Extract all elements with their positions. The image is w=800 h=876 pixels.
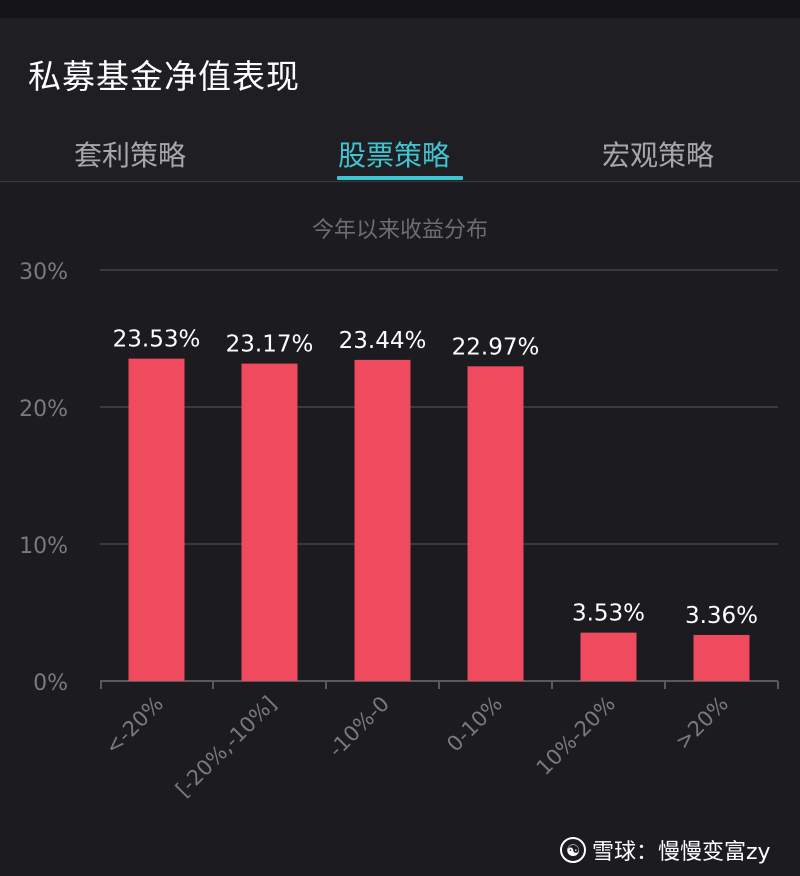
data-label: 23.53% (113, 327, 201, 353)
tab-bar: 套利策略 股票策略 宏观策略 (0, 128, 800, 184)
return-distribution-chart: 0% 10% 20% 30% 23.53% <-20% 23.17% [-20%,-10%] 2… (19, 260, 779, 802)
x-tick-label: >20% (671, 692, 733, 754)
active-tab-indicator (337, 176, 463, 180)
watermark: ☯ 雪球：慢慢变富zy (560, 834, 771, 866)
data-label: 23.17% (226, 332, 314, 358)
y-tick-label: 30% (19, 260, 68, 285)
watermark-text: 雪球：慢慢变富zy (592, 840, 771, 865)
header-panel (0, 18, 800, 183)
page-title: 私募基金净值表现 (28, 57, 300, 96)
x-tick-label: [-20%,-10%] (171, 692, 281, 802)
y-tick-label: 10% (19, 534, 68, 559)
y-tick-label: 0% (33, 671, 68, 696)
x-tick-label: 10%-20% (532, 692, 620, 780)
chart-title: 今年以来收益分布 (311, 218, 488, 243)
tab-arbitrage-strategy[interactable]: 套利策略 (74, 139, 187, 172)
snowball-logo-icon: ☯ (560, 837, 586, 863)
bar (467, 366, 524, 681)
bar (128, 358, 185, 681)
data-label: 23.44% (339, 328, 427, 354)
x-tick-label: <-20% (100, 692, 168, 760)
bar (241, 363, 298, 681)
bar (693, 634, 750, 681)
status-bar (0, 0, 800, 18)
data-label: 22.97% (452, 334, 540, 360)
x-tick-label: -10%-0 (324, 692, 394, 762)
data-label: 3.53% (572, 601, 645, 627)
tab-macro-strategy[interactable]: 宏观策略 (602, 139, 715, 172)
tab-equity-strategy[interactable]: 股票策略 (338, 139, 451, 172)
x-tick-label: 0-10% (442, 692, 507, 757)
header-divider (0, 181, 800, 182)
bar (354, 359, 411, 681)
data-label: 3.36% (685, 603, 758, 629)
bar (580, 632, 637, 681)
y-tick-label: 20% (19, 397, 68, 422)
